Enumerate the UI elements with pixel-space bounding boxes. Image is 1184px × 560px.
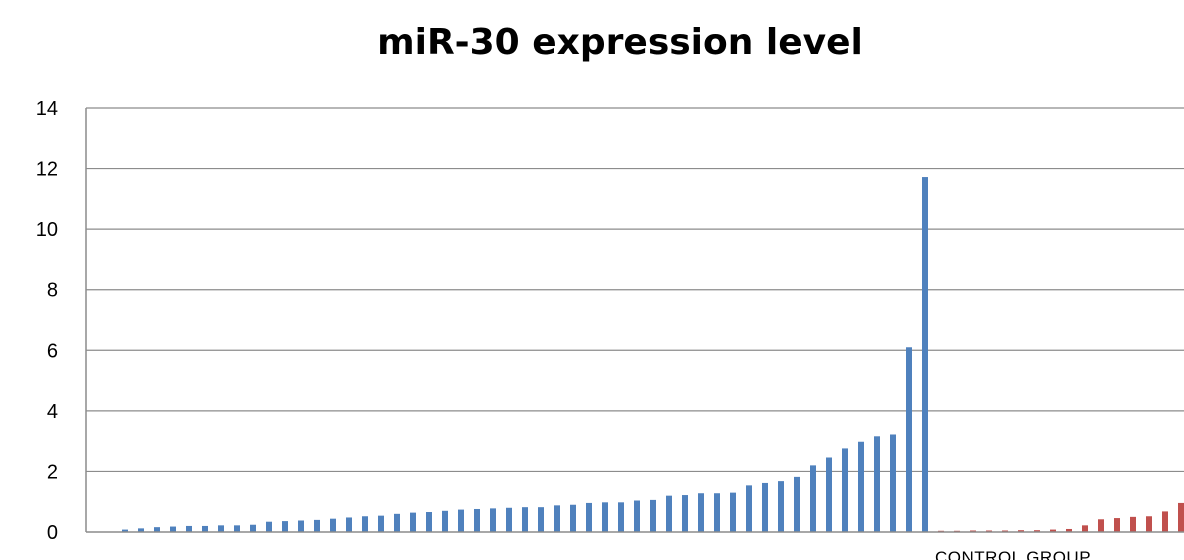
control-bar [1114,518,1120,532]
y-tick-label: 2 [47,461,58,483]
patient-bar [298,520,304,532]
patient-bar [730,492,736,532]
control-bar [1082,525,1088,532]
y-tick-label: 14 [36,98,58,120]
patient-bar [682,495,688,532]
patient-bar [202,525,208,532]
patient-bar [394,513,400,532]
patient-bar [746,485,752,532]
patient-bar [714,493,720,532]
patient-bar [346,517,352,532]
control-bar [1034,530,1040,532]
patient-bar [810,465,816,532]
patient-bar [250,524,256,532]
control-bar [1002,530,1008,532]
control-bar [986,530,992,532]
patient-bar [842,448,848,532]
patient-bar [362,516,368,532]
patient-bar [618,502,624,532]
patient-bar [666,495,672,532]
patient-bar [506,507,512,532]
patient-bar [698,493,704,532]
patient-bar [266,521,272,532]
patient-bar [586,502,592,532]
y-tick-label: 10 [36,219,58,241]
patient-bar [138,528,144,532]
y-tick-label: 12 [36,159,58,181]
control-bar [1066,528,1072,532]
patient-bar [170,526,176,532]
patient-bar [522,507,528,532]
patient-bar [858,441,864,532]
patient-bar [410,512,416,532]
patient-bar [426,512,432,532]
control-bar [1018,530,1024,532]
control-bar [970,530,976,532]
patient-bar [538,507,544,532]
y-tick-label: 4 [47,401,58,423]
bars [122,177,1184,532]
patient-bar [922,177,928,532]
patient-bar [634,500,640,532]
patient-bar [442,510,448,532]
patient-bar [570,504,576,532]
patient-bar [890,434,896,532]
gridlines [86,107,1184,473]
patient-bar [122,529,128,532]
y-tick-label: 0 [47,522,58,544]
control-bar [1130,516,1136,532]
patient-bar [458,509,464,532]
control-bar [1050,529,1056,532]
patient-bar [826,457,832,532]
patient-bar [906,347,912,532]
patient-bar [186,525,192,532]
patient-bar [234,525,240,532]
patient-bar [218,525,224,532]
patient-bar [282,521,288,532]
control-bar [1162,511,1168,532]
patient-bar [762,482,768,532]
patient-bar [314,519,320,532]
patient-bar [554,505,560,532]
y-tick-label: 8 [47,280,58,302]
patient-bar [874,436,880,532]
patient-bar [474,508,480,532]
y-tick-label: 6 [47,340,58,362]
category-labels: CONTROL GROUP [935,548,1091,560]
axes [85,108,1184,533]
patient-bar [778,481,784,532]
patient-bar [490,508,496,532]
patient-bar [602,502,608,532]
patient-bar [378,515,384,532]
patient-bar [794,476,800,532]
patient-bar [650,499,656,532]
y-axis-tick-labels: 0 2 4 6 8 10 12 14 [36,98,58,544]
control-bar [1098,519,1104,532]
control-bar [1178,502,1184,532]
chart-title: miR-30 expression level [377,22,863,63]
control-bar [1146,516,1152,532]
control-group-label: CONTROL GROUP [935,548,1091,560]
patient-bar [154,527,160,532]
patient-bar [330,518,336,532]
